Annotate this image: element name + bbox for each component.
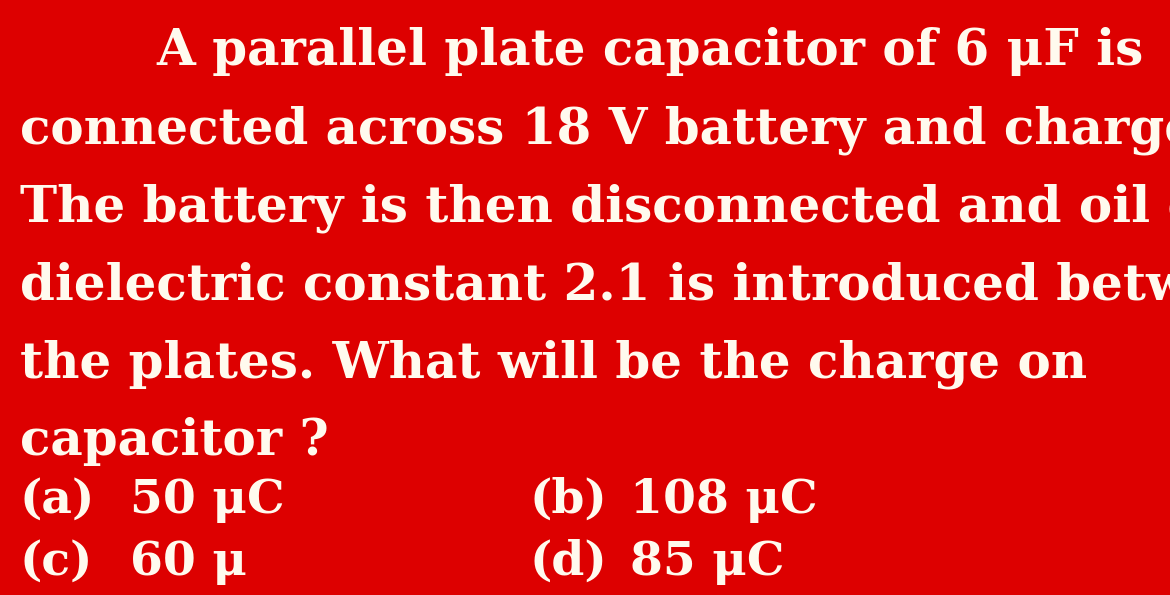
Text: 85 μC: 85 μC bbox=[629, 539, 785, 585]
Text: (d): (d) bbox=[530, 539, 607, 585]
Text: capacitor ?: capacitor ? bbox=[20, 418, 329, 466]
Text: 108 μC: 108 μC bbox=[629, 477, 818, 523]
Text: connected across 18 V battery and charged.: connected across 18 V battery and charge… bbox=[20, 105, 1170, 155]
Text: (c): (c) bbox=[20, 539, 94, 585]
Text: the plates. What will be the charge on: the plates. What will be the charge on bbox=[20, 339, 1087, 389]
Text: (b): (b) bbox=[530, 477, 607, 523]
Text: dielectric constant 2.1 is introduced between: dielectric constant 2.1 is introduced be… bbox=[20, 261, 1170, 311]
Text: 50 μC: 50 μC bbox=[130, 477, 284, 523]
Text: (a): (a) bbox=[20, 477, 96, 523]
Text: A parallel plate capacitor of 6 μF is: A parallel plate capacitor of 6 μF is bbox=[157, 27, 1143, 77]
Text: The battery is then disconnected and oil of: The battery is then disconnected and oil… bbox=[20, 183, 1170, 233]
Text: 60 μ: 60 μ bbox=[130, 539, 247, 585]
